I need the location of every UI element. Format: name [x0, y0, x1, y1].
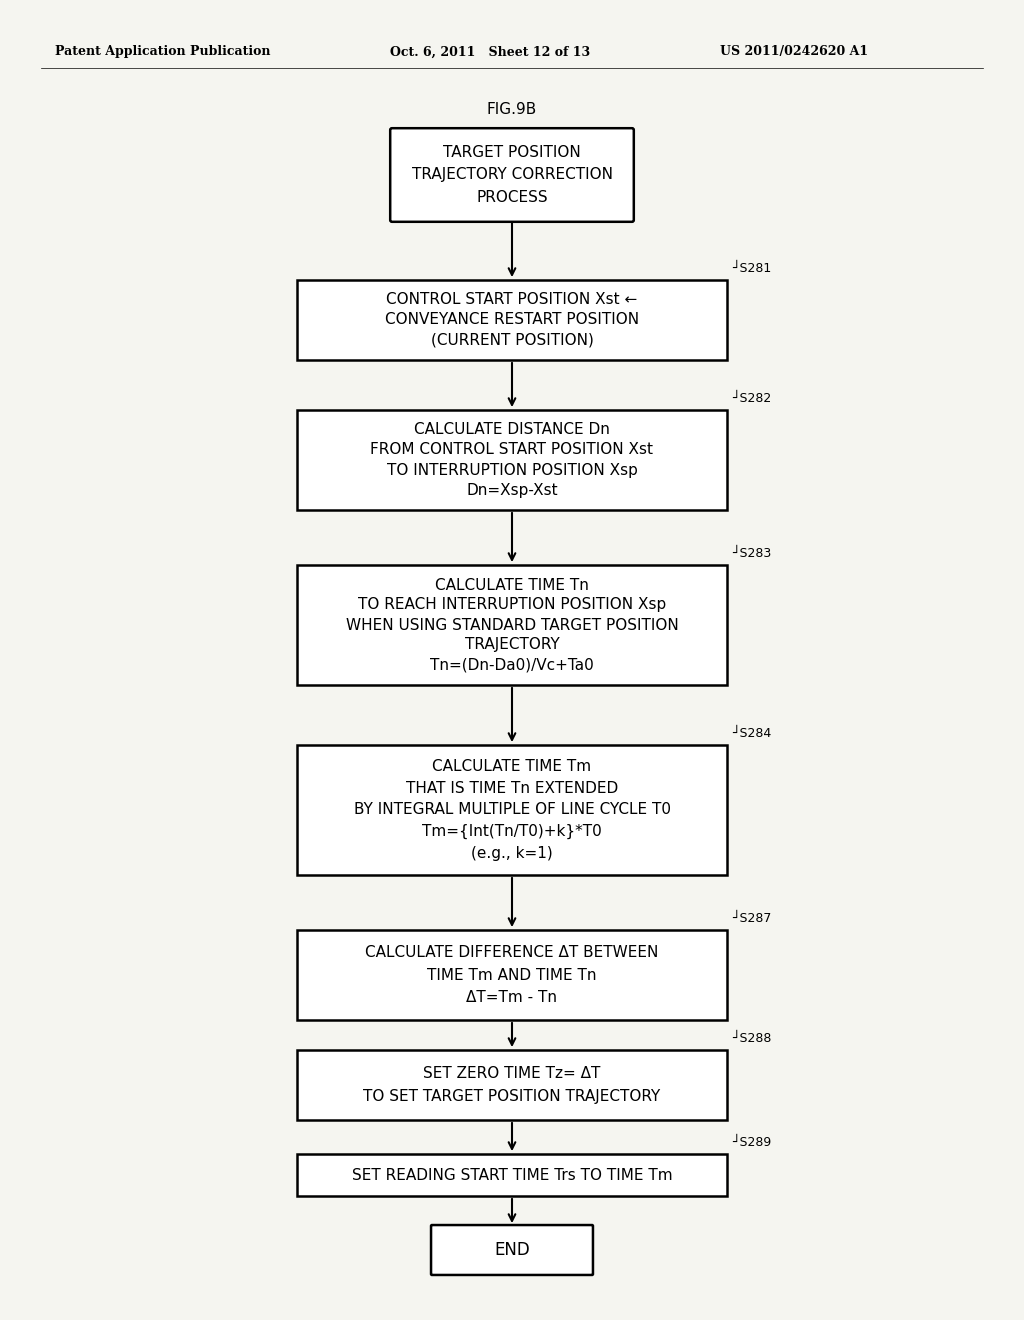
- Text: TIME Tm AND TIME Tn: TIME Tm AND TIME Tn: [427, 968, 597, 982]
- Text: END: END: [495, 1241, 529, 1259]
- Text: WHEN USING STANDARD TARGET POSITION: WHEN USING STANDARD TARGET POSITION: [346, 618, 678, 632]
- FancyBboxPatch shape: [431, 1225, 593, 1275]
- Text: Dn=Xsp-Xst: Dn=Xsp-Xst: [466, 483, 558, 498]
- Text: BY INTEGRAL MULTIPLE OF LINE CYCLE T0: BY INTEGRAL MULTIPLE OF LINE CYCLE T0: [353, 803, 671, 817]
- FancyBboxPatch shape: [390, 128, 634, 222]
- Text: ┘S281: ┘S281: [732, 261, 771, 275]
- Text: CONTROL START POSITION Xst ←: CONTROL START POSITION Xst ←: [386, 293, 638, 308]
- Text: CALCULATE TIME Tn: CALCULATE TIME Tn: [435, 578, 589, 593]
- Text: CALCULATE TIME Tm: CALCULATE TIME Tm: [432, 759, 592, 774]
- Text: TO REACH INTERRUPTION POSITION Xsp: TO REACH INTERRUPTION POSITION Xsp: [357, 598, 667, 612]
- Text: TO SET TARGET POSITION TRAJECTORY: TO SET TARGET POSITION TRAJECTORY: [364, 1089, 660, 1104]
- Text: CALCULATE DIFFERENCE ΔT BETWEEN: CALCULATE DIFFERENCE ΔT BETWEEN: [366, 945, 658, 960]
- Text: ┘S289: ┘S289: [732, 1137, 771, 1148]
- Text: Tn=(Dn-Da0)/Vc+Ta0: Tn=(Dn-Da0)/Vc+Ta0: [430, 657, 594, 672]
- Bar: [297, 1154, 727, 1196]
- Text: (CURRENT POSITION): (CURRENT POSITION): [430, 333, 594, 347]
- Text: ┘S282: ┘S282: [732, 392, 771, 405]
- Text: CONVEYANCE RESTART POSITION: CONVEYANCE RESTART POSITION: [385, 313, 639, 327]
- Text: FROM CONTROL START POSITION Xst: FROM CONTROL START POSITION Xst: [371, 442, 653, 458]
- Text: CALCULATE DISTANCE Dn: CALCULATE DISTANCE Dn: [414, 422, 610, 437]
- Text: TO INTERRUPTION POSITION Xsp: TO INTERRUPTION POSITION Xsp: [387, 462, 637, 478]
- Text: ┘S284: ┘S284: [732, 727, 771, 741]
- Text: ┘S283: ┘S283: [732, 546, 771, 560]
- Text: US 2011/0242620 A1: US 2011/0242620 A1: [720, 45, 868, 58]
- Text: THAT IS TIME Tn EXTENDED: THAT IS TIME Tn EXTENDED: [406, 781, 618, 796]
- Text: TRAJECTORY CORRECTION: TRAJECTORY CORRECTION: [412, 168, 612, 182]
- Bar: [297, 565, 727, 685]
- Text: Patent Application Publication: Patent Application Publication: [55, 45, 270, 58]
- Text: PROCESS: PROCESS: [476, 190, 548, 205]
- Text: (e.g., k=1): (e.g., k=1): [471, 846, 553, 861]
- Bar: [297, 280, 727, 360]
- Text: TRAJECTORY: TRAJECTORY: [465, 638, 559, 652]
- Bar: [297, 931, 727, 1020]
- Text: FIG.9B: FIG.9B: [486, 103, 538, 117]
- Text: SET READING START TIME Trs TO TIME Tm: SET READING START TIME Trs TO TIME Tm: [351, 1167, 673, 1183]
- Text: SET ZERO TIME Tz= ΔT: SET ZERO TIME Tz= ΔT: [423, 1065, 601, 1081]
- Bar: [297, 1049, 727, 1119]
- Bar: [297, 411, 727, 510]
- Text: ┘S288: ┘S288: [732, 1032, 771, 1045]
- Text: ┘S287: ┘S287: [732, 912, 771, 925]
- Text: TARGET POSITION: TARGET POSITION: [443, 145, 581, 160]
- Bar: [297, 744, 727, 875]
- Text: ΔT=Tm - Tn: ΔT=Tm - Tn: [467, 990, 557, 1005]
- Text: Tm={Int(Tn/T0)+k}*T0: Tm={Int(Tn/T0)+k}*T0: [422, 824, 602, 840]
- Text: Oct. 6, 2011   Sheet 12 of 13: Oct. 6, 2011 Sheet 12 of 13: [390, 45, 590, 58]
